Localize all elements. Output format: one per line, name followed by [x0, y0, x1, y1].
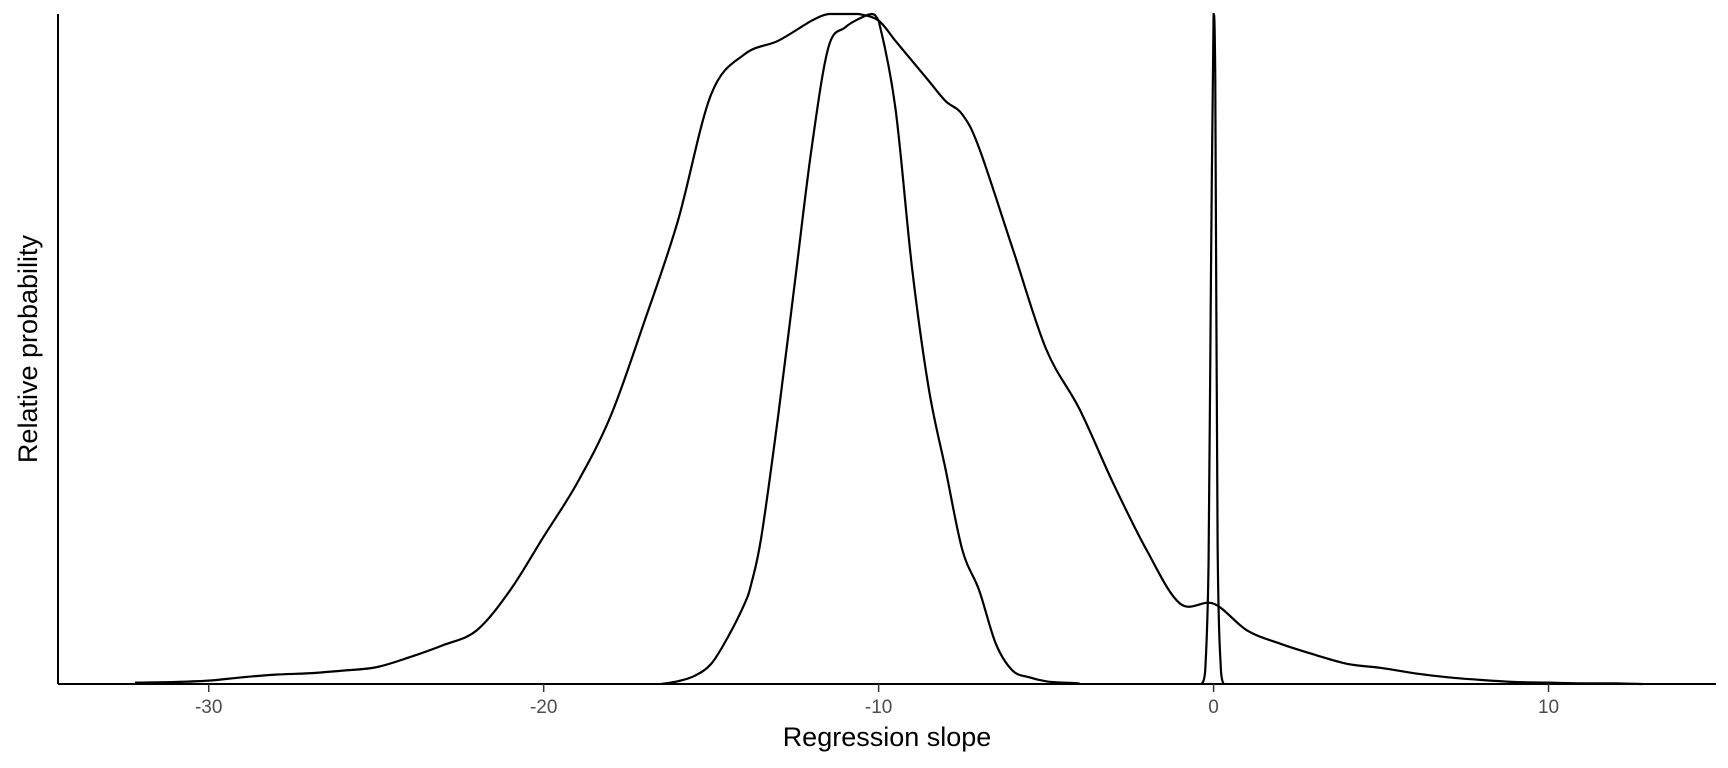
density-curve-3: [1200, 12, 1225, 685]
x-tick-label-10: 10: [1538, 697, 1559, 718]
x-tick-label--10: -10: [865, 697, 892, 718]
x-tick-label-0: 0: [1208, 697, 1219, 718]
density-curves: [135, 12, 1643, 686]
x-axis-title: Regression slope: [783, 722, 992, 752]
density-curve-1: [135, 12, 1643, 686]
x-tick-label--30: -30: [195, 697, 222, 718]
x-tick-label--20: -20: [530, 697, 557, 718]
density-curve-2: [660, 12, 1080, 686]
y-axis-title: Relative probability: [13, 234, 43, 463]
x-axis-ticks: -30 -20 -10 0 10: [195, 684, 1559, 718]
